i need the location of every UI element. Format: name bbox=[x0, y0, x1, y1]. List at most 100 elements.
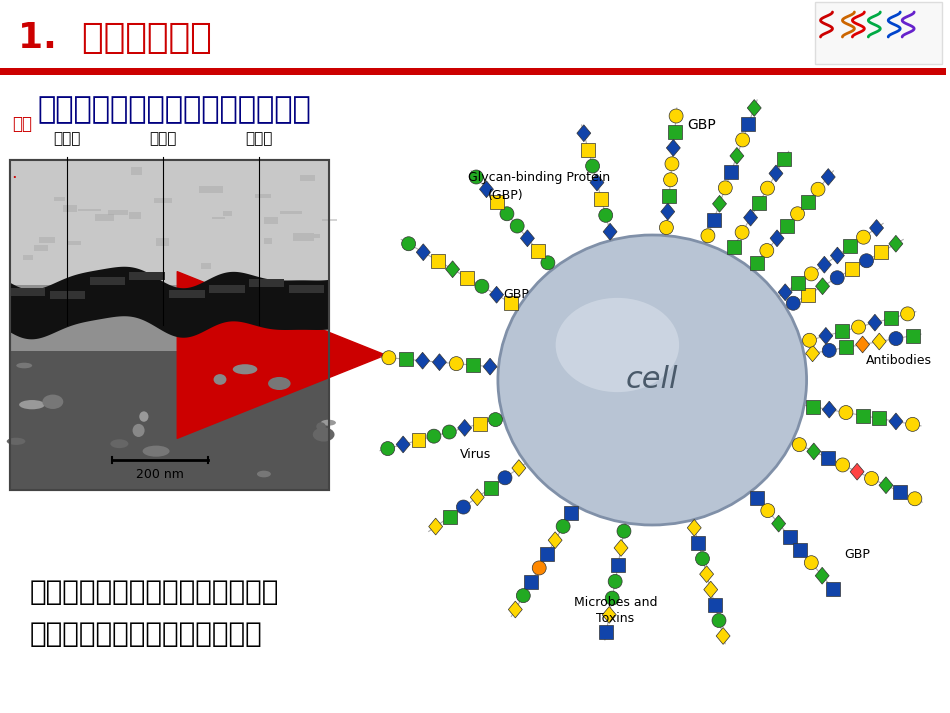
Bar bbox=[264, 217, 278, 224]
Bar bbox=[708, 598, 722, 612]
Ellipse shape bbox=[214, 374, 226, 385]
Bar bbox=[53, 198, 65, 201]
Polygon shape bbox=[879, 477, 893, 493]
Polygon shape bbox=[889, 235, 902, 252]
Bar bbox=[599, 625, 614, 639]
Bar bbox=[893, 485, 907, 499]
Bar bbox=[96, 215, 114, 221]
Polygon shape bbox=[577, 125, 591, 142]
Bar bbox=[63, 205, 77, 212]
Bar bbox=[814, 2, 942, 64]
Polygon shape bbox=[744, 209, 757, 226]
Text: Virus: Virus bbox=[460, 448, 491, 461]
Bar bbox=[169, 289, 204, 297]
Bar bbox=[10, 160, 329, 490]
Ellipse shape bbox=[256, 471, 271, 478]
Ellipse shape bbox=[16, 363, 32, 369]
Ellipse shape bbox=[140, 411, 148, 422]
Text: GBP: GBP bbox=[845, 548, 870, 562]
Ellipse shape bbox=[313, 428, 334, 441]
Bar bbox=[473, 416, 487, 431]
Bar bbox=[727, 240, 741, 254]
Circle shape bbox=[510, 219, 524, 233]
Polygon shape bbox=[484, 358, 497, 375]
Circle shape bbox=[449, 356, 464, 371]
Bar bbox=[431, 254, 445, 268]
Bar bbox=[839, 340, 853, 354]
Text: 1.  糖复合物简介: 1. 糖复合物简介 bbox=[18, 21, 212, 55]
Circle shape bbox=[823, 344, 836, 357]
Ellipse shape bbox=[556, 298, 679, 392]
Bar bbox=[154, 198, 172, 202]
Bar bbox=[780, 219, 794, 233]
Polygon shape bbox=[416, 244, 430, 261]
Circle shape bbox=[836, 458, 849, 472]
Bar bbox=[707, 212, 721, 227]
Circle shape bbox=[556, 519, 570, 533]
Text: Toxins: Toxins bbox=[597, 612, 635, 625]
Bar bbox=[299, 175, 315, 181]
Bar bbox=[67, 241, 81, 245]
Circle shape bbox=[889, 332, 902, 346]
Ellipse shape bbox=[268, 377, 291, 390]
Circle shape bbox=[735, 225, 750, 240]
Bar bbox=[531, 244, 544, 257]
Polygon shape bbox=[548, 532, 562, 548]
Text: Microbes and: Microbes and bbox=[574, 595, 657, 608]
Polygon shape bbox=[699, 565, 713, 583]
Circle shape bbox=[664, 173, 677, 187]
Bar bbox=[662, 189, 676, 202]
Ellipse shape bbox=[19, 400, 45, 409]
Circle shape bbox=[598, 208, 613, 222]
Polygon shape bbox=[889, 413, 902, 430]
Bar bbox=[0, 68, 946, 75]
Circle shape bbox=[381, 441, 394, 456]
Circle shape bbox=[541, 256, 555, 270]
Bar bbox=[411, 434, 426, 447]
Polygon shape bbox=[10, 267, 329, 339]
Bar bbox=[249, 279, 284, 287]
Ellipse shape bbox=[110, 439, 128, 448]
Polygon shape bbox=[712, 195, 727, 212]
Bar bbox=[10, 160, 329, 490]
Bar bbox=[128, 212, 141, 219]
Circle shape bbox=[790, 207, 805, 221]
Circle shape bbox=[469, 170, 484, 184]
Text: 糖萼: 糖萼 bbox=[12, 115, 32, 133]
Bar bbox=[564, 506, 578, 520]
Polygon shape bbox=[850, 463, 864, 480]
Polygon shape bbox=[602, 607, 617, 623]
Circle shape bbox=[402, 237, 415, 251]
Bar bbox=[856, 409, 869, 423]
Circle shape bbox=[735, 133, 750, 147]
Bar bbox=[314, 235, 320, 238]
Bar bbox=[750, 491, 764, 505]
Bar bbox=[777, 152, 791, 165]
Polygon shape bbox=[806, 345, 820, 361]
Polygon shape bbox=[446, 261, 460, 277]
Text: Antibodies: Antibodies bbox=[866, 354, 932, 366]
Bar bbox=[504, 296, 518, 310]
Polygon shape bbox=[815, 568, 829, 584]
Text: 真核细胞表面有丰富的糖基化修饰: 真核细胞表面有丰富的糖基化修饰 bbox=[38, 95, 312, 124]
Circle shape bbox=[761, 503, 775, 518]
Bar bbox=[78, 209, 102, 211]
Circle shape bbox=[498, 471, 512, 485]
Ellipse shape bbox=[498, 235, 807, 525]
Polygon shape bbox=[428, 518, 443, 535]
Bar bbox=[905, 329, 920, 343]
Polygon shape bbox=[396, 436, 410, 453]
Bar bbox=[255, 194, 272, 198]
Circle shape bbox=[427, 429, 441, 443]
Circle shape bbox=[761, 181, 774, 195]
Circle shape bbox=[659, 220, 674, 235]
Polygon shape bbox=[603, 223, 618, 240]
Circle shape bbox=[905, 417, 920, 431]
Polygon shape bbox=[415, 352, 429, 369]
Bar bbox=[10, 160, 329, 285]
Bar bbox=[874, 245, 888, 260]
Text: GBP: GBP bbox=[687, 118, 716, 132]
Bar bbox=[524, 575, 539, 589]
Bar bbox=[845, 262, 859, 276]
Bar bbox=[223, 211, 232, 216]
